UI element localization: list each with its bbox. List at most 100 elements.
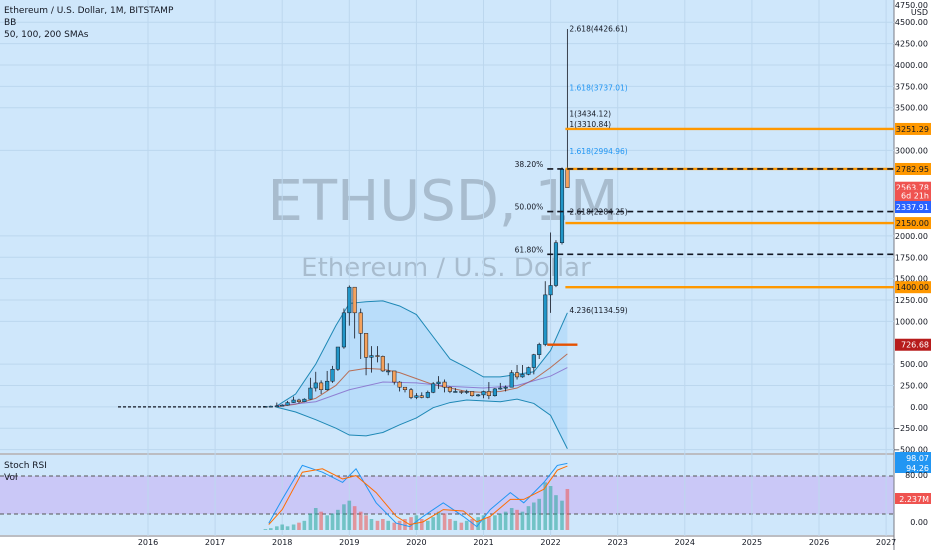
candle-body[interactable] [509,372,514,388]
volume-bar [543,482,548,530]
candle-body[interactable] [470,391,475,396]
candle-body[interactable] [414,395,419,398]
indicator-tag[interactable] [895,452,931,463]
candle-body[interactable] [408,389,414,398]
indicator-tag[interactable] [895,462,931,473]
candle-body[interactable] [358,312,363,334]
price-axis-top-label: 4750.00 [895,1,928,10]
symbol-info[interactable]: Ethereum / U.S. Dollar, 1M, BITSTAMP [4,6,174,16]
volume-bar [560,500,564,530]
candle-body[interactable] [559,168,565,243]
price-tag[interactable] [895,281,931,294]
stoch-tick-label: 80.00 [905,471,928,480]
candle-body[interactable] [503,386,508,389]
price-tag[interactable] [895,217,931,230]
price-pane[interactable] [0,0,894,453]
candle-body[interactable] [364,333,369,358]
volume-title[interactable]: Vol [4,473,17,483]
price-tag[interactable] [895,122,931,135]
candle-body[interactable] [392,370,397,383]
candle-body[interactable] [453,391,458,393]
time-tick-label: 2018 [272,538,292,547]
price-tag-label: 2782.95 [896,165,929,174]
candlestick-series[interactable] [263,29,570,408]
candle-body[interactable] [442,381,447,388]
candle-body[interactable] [308,387,313,400]
candle-body[interactable] [515,372,520,378]
candle-body[interactable] [347,286,352,314]
volume-bar [285,526,290,530]
candle-body[interactable] [459,391,464,393]
price-tick-label: 3750.00 [895,82,928,91]
candle-body[interactable] [537,344,542,355]
volume-bar [308,513,313,530]
volume-bar [268,528,273,530]
candle-body[interactable] [296,399,302,402]
candle-body[interactable] [553,242,559,286]
time-tick-label: 2016 [138,538,158,547]
indicator-sma-label[interactable]: 50, 100, 200 SMAs [4,30,89,40]
stoch-rsi-title[interactable]: Stoch RSI [4,461,47,471]
price-tag[interactable] [895,189,931,202]
candle-body[interactable] [325,380,330,391]
candle-body[interactable] [492,388,497,396]
candle-body[interactable] [291,399,296,403]
volume-bar [493,515,497,530]
candle-body[interactable] [369,355,374,358]
candle-body[interactable] [548,285,553,296]
candle-body[interactable] [436,381,441,385]
volume-bar [336,509,340,530]
price-tag[interactable] [895,201,931,214]
indicator-bb-label[interactable]: BB [4,18,16,28]
price-tag[interactable] [895,162,931,175]
candle-body[interactable] [425,392,430,398]
volume-bar [381,519,385,530]
candle-body[interactable] [464,391,469,393]
volume-bar [414,515,419,530]
stoch-k-line [268,462,568,528]
fib-levels[interactable]: 38.20% 50.00% 61.80% 2.618(4426.61) 1.618(37… [515,24,894,346]
indicator-tag[interactable] [895,493,931,504]
candle-body[interactable] [319,382,324,391]
candle-body[interactable] [380,356,385,372]
candle-body[interactable] [486,391,491,396]
candle-body[interactable] [431,383,436,393]
candle-body[interactable] [268,405,273,408]
volume-bar [297,522,301,530]
price-tick-label: −250.00 [893,424,928,433]
candle-body[interactable] [302,398,307,402]
candle-body[interactable] [352,286,357,314]
candle-body[interactable] [375,355,380,357]
time-tick-label: 2024 [675,538,695,547]
candle-body[interactable] [335,346,340,370]
candle-body[interactable] [565,168,570,188]
candle-body[interactable] [313,382,318,389]
volume-bar [498,513,503,530]
currency-label: USD [911,8,928,17]
candle-body[interactable] [481,391,486,396]
candle-body[interactable] [543,294,548,345]
candle-body[interactable] [498,387,503,390]
price-tag[interactable] [895,338,931,351]
volume-bar [442,513,447,530]
candle-body[interactable] [447,386,452,392]
candle-body[interactable] [386,370,391,373]
candle-body[interactable] [531,354,536,368]
candle-body[interactable] [419,395,424,398]
candle-body[interactable] [274,405,279,408]
candle-body[interactable] [520,374,525,378]
volume-bar [515,509,519,530]
candle-body[interactable] [402,386,408,391]
candle-body[interactable] [330,368,335,382]
price-tick-label: 0.00 [910,403,928,412]
price-tick-label: 4250.00 [895,40,928,49]
volume-bar [364,515,368,530]
candle-body[interactable] [397,381,402,388]
candle-body[interactable] [285,402,290,406]
candle-body[interactable] [526,367,531,375]
candle-body[interactable] [341,312,346,348]
candle-body[interactable] [280,404,285,407]
candle-body[interactable] [476,394,481,397]
